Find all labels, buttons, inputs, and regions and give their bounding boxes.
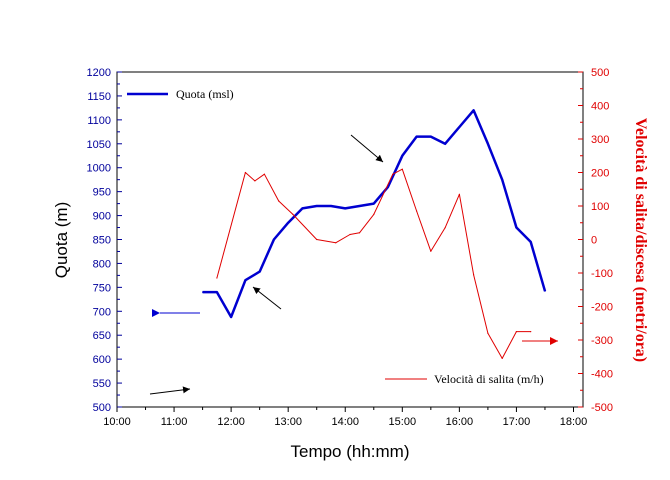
point-quota: [216, 291, 218, 293]
point-quota: [230, 316, 232, 318]
plot-frame: [116, 71, 584, 408]
y-left-tick-label: 650: [93, 330, 111, 342]
arrow-annotation-bottom-left: [149, 386, 191, 395]
y-left-tick-label: 1100: [87, 115, 111, 127]
point-quota: [530, 241, 532, 243]
point-velocita: [216, 277, 218, 279]
point-quota: [244, 279, 246, 281]
x-tick-label: 11:00: [161, 416, 188, 428]
point-quota: [430, 136, 432, 138]
point-quota: [515, 226, 518, 229]
point-velocita: [515, 331, 518, 333]
x-tick-label: 15:00: [389, 416, 417, 428]
point-velocita: [244, 171, 246, 174]
point-velocita: [501, 357, 503, 359]
point-quota: [458, 126, 460, 128]
y-left-tick-label: 750: [93, 282, 111, 294]
point-quota: [259, 271, 261, 273]
x-tick-label: 14:00: [331, 416, 359, 428]
y-left-tick-label: 1200: [87, 67, 111, 79]
point-velocita: [349, 233, 351, 236]
point-quota: [273, 238, 275, 241]
arrow-annotation-velocita-peak: [350, 134, 384, 163]
legend-velocita-label: Velocità di salita (m/h): [434, 372, 544, 386]
y-left-tick-label: 850: [93, 235, 111, 247]
point-quota: [330, 205, 332, 207]
point-quota: [344, 207, 346, 209]
point-quota: [316, 205, 318, 207]
point-velocita: [263, 173, 265, 175]
point-velocita: [335, 242, 337, 244]
y-left-tick-label: 1150: [87, 91, 111, 103]
point-quota: [501, 179, 503, 181]
y-right-tick-label: -100: [591, 268, 613, 280]
legend-quota-label: Quota (msl): [176, 87, 234, 101]
y-right-tick-label: -200: [591, 302, 613, 314]
y-right-tick-label: -500: [591, 402, 613, 414]
y-right-tick-label: 400: [591, 101, 609, 113]
arrow-annotation-quota-low: [252, 286, 282, 310]
point-velocita: [392, 173, 394, 175]
y-right-tick-label: 100: [591, 201, 609, 213]
point-quota: [301, 207, 303, 209]
point-velocita: [416, 210, 418, 212]
y-axis-left-label: Quota (m): [52, 202, 71, 279]
right-axis: -500 -400 -300 -200 -100 0 100 200 300 400 500: [578, 67, 613, 414]
y-left-tick-label: 950: [93, 187, 111, 199]
y-right-tick-label: 200: [591, 168, 609, 180]
x-axis-label: Tempo (hh:mm): [290, 442, 409, 461]
point-velocita: [487, 332, 489, 334]
y-left-tick-label: 900: [93, 211, 111, 223]
point-velocita: [458, 193, 460, 195]
x-tick-label: 17:00: [503, 416, 531, 428]
y-left-tick-label: 800: [93, 258, 111, 270]
point-quota: [373, 203, 375, 205]
y-axis-right-label: Velocità di salita/discesa (metri/ora): [632, 118, 649, 362]
point-quota: [487, 143, 489, 145]
point-velocita: [316, 238, 318, 241]
point-velocita: [254, 180, 256, 182]
point-quota: [202, 291, 204, 293]
left-axis: 500 550 600 650 700 750 800 850 900 950 1000 1050 11…: [87, 67, 122, 414]
y-right-tick-label: 300: [591, 134, 609, 146]
y-right-tick-label: -300: [591, 335, 613, 347]
point-velocita: [530, 331, 532, 333]
point-velocita: [444, 227, 446, 229]
y-right-tick-label: 0: [591, 235, 597, 247]
point-velocita: [430, 250, 432, 252]
y-left-tick-label: 600: [93, 354, 111, 366]
y-left-tick-label: 550: [93, 378, 111, 390]
x-tick-label: 16:00: [446, 416, 474, 428]
y-left-tick-label: 500: [93, 402, 111, 414]
x-tick-label: 12:00: [217, 416, 245, 428]
point-quota: [416, 136, 418, 138]
point-quota: [444, 143, 446, 145]
point-quota: [544, 290, 546, 292]
series-layer: [202, 109, 547, 359]
point-velocita: [401, 168, 403, 170]
y-left-tick-label: 700: [93, 306, 111, 318]
point-velocita: [473, 274, 475, 276]
point-quota: [358, 205, 361, 207]
point-velocita: [358, 232, 361, 234]
y-left-tick-label: 1050: [87, 139, 111, 151]
point-velocita: [278, 200, 280, 202]
y-right-tick-label: 500: [591, 67, 609, 79]
series-line-velocita: [216, 168, 531, 359]
point-quota: [473, 109, 475, 111]
x-tick-label: 10:00: [103, 416, 131, 428]
point-quota: [287, 222, 289, 224]
y-left-tick-label: 1000: [87, 163, 111, 175]
y-right-tick-label: -400: [591, 369, 613, 381]
x-axis: 10:00 11:00 12:00 13:00 14:00 15:00 16:00 17:00…: [103, 407, 587, 428]
point-velocita: [373, 213, 375, 215]
point-velocita: [292, 213, 294, 215]
x-tick-label: 18:00: [560, 416, 588, 428]
x-tick-label: 13:00: [274, 416, 302, 428]
point-quota: [387, 186, 389, 188]
point-quota: [401, 155, 403, 157]
